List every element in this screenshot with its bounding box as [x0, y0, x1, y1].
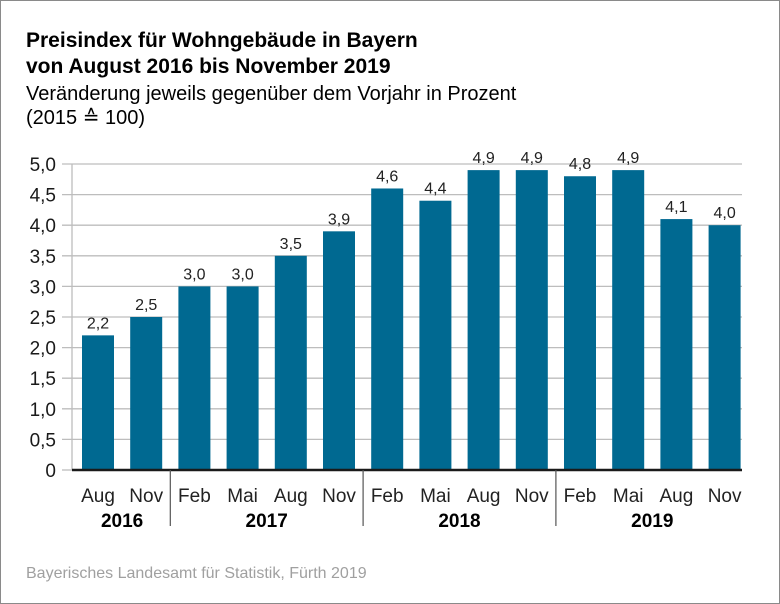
y-tick-label: 1,5 [30, 369, 56, 390]
x-tick-label: Feb [178, 486, 211, 507]
x-tick-label: Mai [613, 486, 644, 507]
bar [130, 317, 163, 470]
data-label: 4,1 [665, 199, 687, 216]
bar [564, 176, 596, 471]
data-label: 3,0 [231, 266, 253, 283]
bar [515, 170, 548, 470]
data-label: 4,9 [617, 150, 639, 167]
x-tick-label: Aug [659, 486, 693, 507]
y-tick-label: 1,0 [30, 400, 56, 421]
bar [660, 219, 693, 470]
year-label: 2016 [101, 511, 143, 532]
bar [178, 286, 211, 470]
x-tick-label: Mai [227, 486, 258, 507]
y-tick-label: 3,0 [30, 277, 56, 298]
y-tick-label: 5,0 [30, 155, 56, 176]
data-label: 4,9 [472, 150, 494, 167]
year-label: 2019 [631, 511, 673, 532]
bar [467, 170, 500, 470]
data-label: 4,9 [521, 150, 543, 167]
bar [82, 335, 114, 470]
x-tick-label: Feb [371, 486, 404, 507]
x-tick-label: Nov [515, 486, 549, 507]
x-tick-label: Nov [322, 486, 356, 507]
x-tick-label: Nov [129, 486, 163, 507]
chart-title-line1: Preisindex für Wohngebäude in Bayern [26, 29, 418, 52]
y-tick-label: 0 [45, 461, 56, 482]
x-tick-label: Aug [81, 486, 115, 507]
chart-subtitle: Veränderung jeweils gegenüber dem Vorjah… [26, 82, 516, 130]
data-label: 4,8 [569, 156, 591, 173]
y-tick-label: 3,5 [30, 247, 56, 268]
data-label: 3,9 [328, 211, 350, 228]
y-tick-label: 4,0 [30, 216, 56, 237]
bar [323, 231, 355, 470]
data-label: 3,5 [280, 236, 302, 253]
year-label: 2017 [246, 511, 288, 532]
source-note: Bayerisches Landesamt für Statistik, Für… [26, 565, 367, 582]
bar [274, 255, 307, 470]
year-label: 2018 [438, 511, 480, 532]
y-tick-label: 0,5 [30, 430, 56, 451]
y-tick-label: 2,0 [30, 339, 56, 360]
data-label: 2,2 [87, 315, 109, 332]
data-label: 4,0 [713, 205, 735, 222]
bar [419, 200, 452, 470]
bar [226, 286, 259, 470]
y-tick-label: 4,5 [30, 186, 56, 207]
bar [708, 225, 741, 470]
chart-subtitle-line2: (2015 ≙ 100) [26, 107, 146, 129]
data-label: 4,6 [376, 168, 398, 185]
y-tick-label: 2,5 [30, 308, 56, 329]
bar [371, 188, 404, 471]
chart-title-line2: von August 2016 bis November 2019 [26, 55, 391, 78]
bar [612, 170, 645, 470]
data-label: 4,4 [424, 181, 446, 198]
x-tick-label: Nov [708, 486, 742, 507]
chart-subtitle-line1: Veränderung jeweils gegenüber dem Vorjah… [26, 83, 517, 105]
x-tick-label: Mai [420, 486, 451, 507]
x-tick-label: Feb [564, 486, 597, 507]
data-label: 3,0 [183, 266, 205, 283]
x-tick-label: Aug [274, 486, 308, 507]
x-tick-label: Aug [467, 486, 501, 507]
data-label: 2,5 [135, 297, 157, 314]
chart-title: Preisindex für Wohngebäude in Bayern von… [26, 28, 418, 80]
